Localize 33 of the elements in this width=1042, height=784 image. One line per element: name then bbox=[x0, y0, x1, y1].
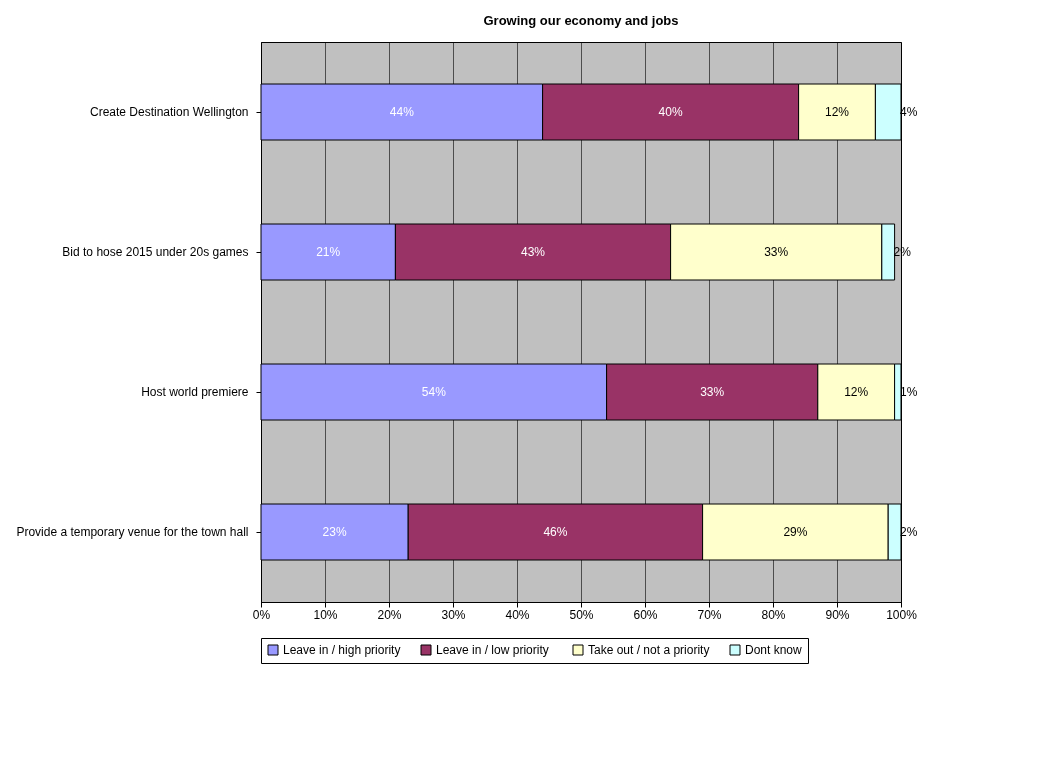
legend-label: Take out / not a priority bbox=[588, 643, 710, 657]
data-label: 46% bbox=[543, 525, 568, 539]
x-tick-label: 80% bbox=[761, 607, 786, 622]
y-tick-label: Bid to hose 2015 under 20s games bbox=[62, 245, 249, 259]
y-tick-label: Host world premiere bbox=[141, 385, 249, 399]
data-label: 29% bbox=[783, 525, 808, 539]
data-label: 12% bbox=[824, 105, 850, 119]
data-label: 21% bbox=[316, 245, 341, 259]
x-tick-label: 70% bbox=[697, 607, 722, 622]
legend-label: Dont know bbox=[745, 643, 803, 657]
x-tick-label: 10% bbox=[313, 607, 338, 622]
data-label: 43% bbox=[520, 245, 546, 259]
y-tick-label: Create Destination Wellington bbox=[89, 105, 249, 119]
x-tick-label: 20% bbox=[377, 607, 402, 622]
data-label: 33% bbox=[764, 245, 789, 259]
x-tick-label: 60% bbox=[633, 607, 658, 622]
data-label: 54% bbox=[421, 385, 447, 399]
x-tick-label: 0% bbox=[252, 607, 271, 622]
data-label: 12% bbox=[844, 385, 869, 399]
data-label: 1% bbox=[900, 385, 918, 399]
legend-label: Leave in / high priority bbox=[283, 643, 401, 657]
data-label: 40% bbox=[658, 105, 683, 119]
x-tick-label: 30% bbox=[441, 607, 466, 622]
x-tick-label: 90% bbox=[825, 607, 850, 622]
x-tick-label: 40% bbox=[505, 607, 530, 622]
y-tick-label: Provide a temporary venue for the town hall bbox=[16, 525, 249, 539]
x-tick-label: 50% bbox=[569, 607, 594, 622]
legend-label: Leave in / low priority bbox=[436, 643, 549, 657]
chart-title: Growing our economy and jobs bbox=[483, 13, 679, 28]
data-label: 33% bbox=[700, 385, 725, 399]
x-tick-label: 100% bbox=[886, 607, 918, 622]
data-label: 44% bbox=[389, 105, 415, 119]
data-label: 23% bbox=[322, 525, 347, 539]
